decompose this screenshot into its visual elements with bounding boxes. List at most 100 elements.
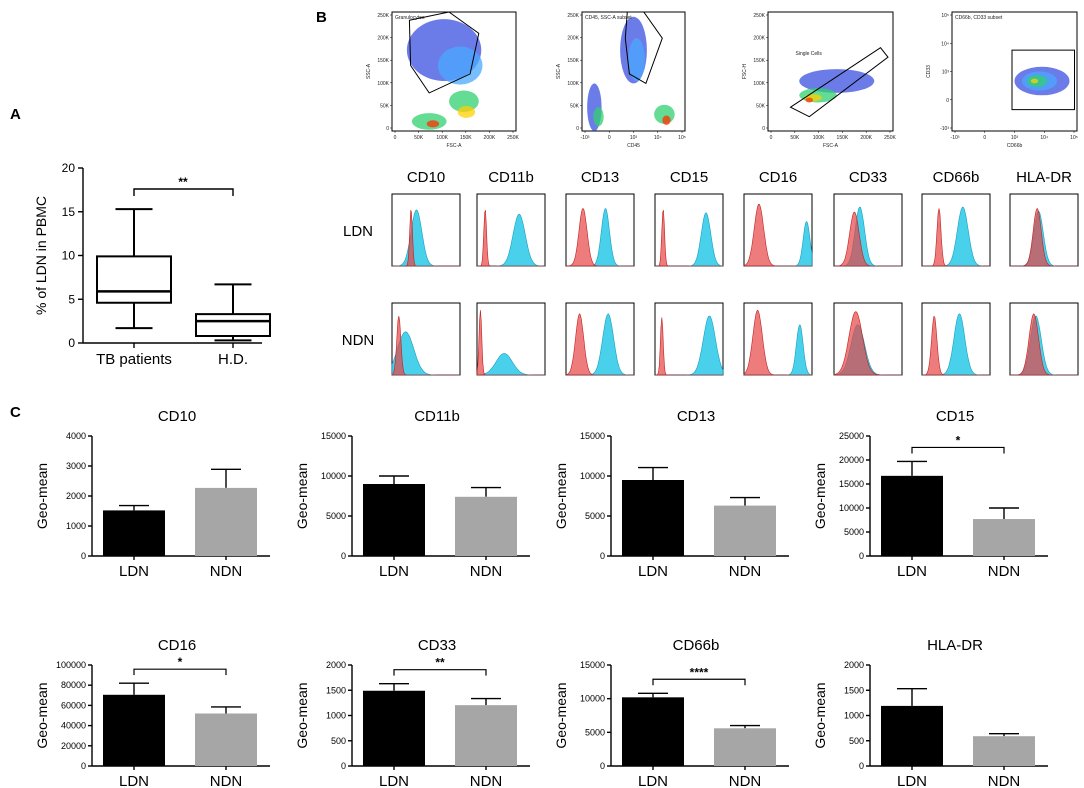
x-tick-label: 50K [790, 135, 800, 141]
chart-title: CD10 [158, 408, 196, 425]
y-tick-label: 0 [68, 336, 75, 350]
chart-title: CD66b [673, 637, 720, 654]
marker-header: CD33 [849, 169, 887, 186]
event-density-cloud [1030, 78, 1039, 84]
x-tick-label: 200K [484, 135, 496, 141]
x-tick-label: 250K [884, 135, 896, 141]
y-tick-label: 150K [567, 58, 579, 64]
gate-label: CD45, SSC-A subset [585, 15, 632, 21]
y-tick-label: 15000 [580, 431, 605, 441]
chart-title: CD33 [418, 637, 456, 654]
y-tick-label: 10⁴ [941, 41, 949, 47]
x-category-label: NDN [729, 773, 762, 788]
gate-outline [624, 11, 663, 85]
y-tick-label: 10⁵ [941, 13, 949, 19]
y-tick-label: 25000 [839, 431, 864, 441]
y-tick-label: 500 [849, 736, 864, 746]
histogram-cell [1009, 302, 1079, 376]
y-tick-label: 200K [377, 36, 389, 42]
x-tick-label: 10³ [1011, 135, 1019, 141]
x-category-label: NDN [210, 773, 243, 788]
significance-bracket [652, 678, 746, 686]
chart-title: CD16 [158, 637, 196, 654]
x-tick-label: 10⁴ [654, 135, 662, 141]
histogram-cell [743, 302, 813, 376]
y-tick-label: 150K [377, 58, 389, 64]
isotype-histogram-red [392, 210, 460, 267]
y-tick-label: 150K [753, 58, 765, 64]
y-tick-label: 5 [68, 292, 75, 306]
x-category-label: LDN [119, 773, 149, 788]
bar-chart: CD33 0 500 1000 1500 2000 Geo-mean LDN NDN ** [294, 637, 530, 788]
y-tick-label: 0 [859, 551, 864, 561]
y-tick-label: 1500 [326, 685, 346, 695]
y-tick-label: 250K [567, 13, 579, 19]
x-tick-label: 150K [460, 135, 472, 141]
significance-label: * [956, 433, 961, 447]
histogram-cell [1009, 193, 1079, 267]
histogram-cell [391, 302, 461, 376]
histogram-cell [565, 302, 635, 376]
bar-ndn [973, 736, 1035, 766]
y-tick-label: 20000 [61, 741, 86, 751]
marker-header: CD11b [488, 169, 534, 186]
y-tick-label: 0 [341, 551, 346, 561]
panel-letter-a: A [10, 106, 21, 123]
y-tick-label: 20 [62, 161, 76, 175]
significance-label: **** [690, 665, 709, 679]
x-category-label: NDN [988, 773, 1021, 788]
bar-chart: CD16 0 20000 40000 60000 80000 100000 Geo-mean L… [34, 637, 270, 788]
boxplot-panel-a: 0 5 10 15 20 % of LDN in PBMC TB patients H.D. *… [33, 161, 271, 368]
marker-header: CD66b [933, 169, 980, 186]
bar-ldn [103, 510, 165, 556]
histogram-cell [565, 193, 635, 267]
bar-ndn [714, 728, 776, 766]
y-tick-label: 15000 [839, 479, 864, 489]
x-tick-label: 10⁵ [678, 135, 686, 141]
gate-outline [408, 11, 480, 94]
x-axis-label: CD45 [627, 143, 640, 149]
y-tick-label: -10³ [940, 126, 949, 132]
isotype-histogram-red [1010, 313, 1078, 376]
bar-chart: HLA-DR 0 500 1000 1500 2000 Geo-mean LDN NDN [812, 637, 1048, 788]
histogram-cell [921, 193, 991, 267]
y-tick-label: 80000 [61, 680, 86, 690]
y-tick-label: 5000 [326, 511, 346, 521]
y-tick-label: 1000 [844, 711, 864, 721]
marker-header: CD16 [759, 169, 797, 186]
y-tick-label: 50K [756, 103, 766, 109]
y-tick-label: 2000 [326, 660, 346, 670]
histogram-cell [476, 302, 546, 376]
y-tick-label: 15000 [321, 431, 346, 441]
marker-header: HLA-DR [1016, 169, 1072, 186]
gate-outline [1011, 49, 1075, 111]
y-tick-label: 10 [62, 249, 76, 263]
event-density-cloud [593, 107, 604, 127]
y-axis-label: Geo-mean [553, 682, 569, 748]
isotype-histogram-red [834, 211, 902, 267]
isotype-histogram-red [476, 310, 545, 376]
chart-title: HLA-DR [927, 637, 983, 654]
y-tick-label: 1000 [66, 521, 86, 531]
gating-plot: CD66b, CD33 subset -10³ 0 10³ 10⁴ 10⁵ -10³ 0 10³… [926, 11, 1078, 149]
row-label: NDN [342, 332, 375, 349]
chart-title: CD13 [677, 408, 715, 425]
y-tick-label: 1500 [844, 685, 864, 695]
y-tick-label: 4000 [66, 431, 86, 441]
y-tick-label: 10000 [839, 503, 864, 513]
y-tick-label: 15 [62, 205, 76, 219]
x-category-label: NDN [470, 563, 503, 580]
isotype-histogram-red [477, 210, 545, 267]
y-tick-label: 0 [81, 761, 86, 771]
x-tick-label: 250K [507, 135, 519, 141]
x-axis-label: FSC-A [823, 143, 839, 149]
x-tick-label: 50K [414, 135, 424, 141]
panel-letter-c: C [10, 404, 21, 421]
y-axis-label: Geo-mean [34, 463, 50, 529]
x-axis-label: CD66b [1007, 143, 1023, 149]
event-density-cloud [457, 106, 476, 118]
plot-frame [767, 11, 894, 132]
bar-chart: CD66b 0 5000 10000 15000 Geo-mean LDN NDN **** [553, 637, 789, 788]
